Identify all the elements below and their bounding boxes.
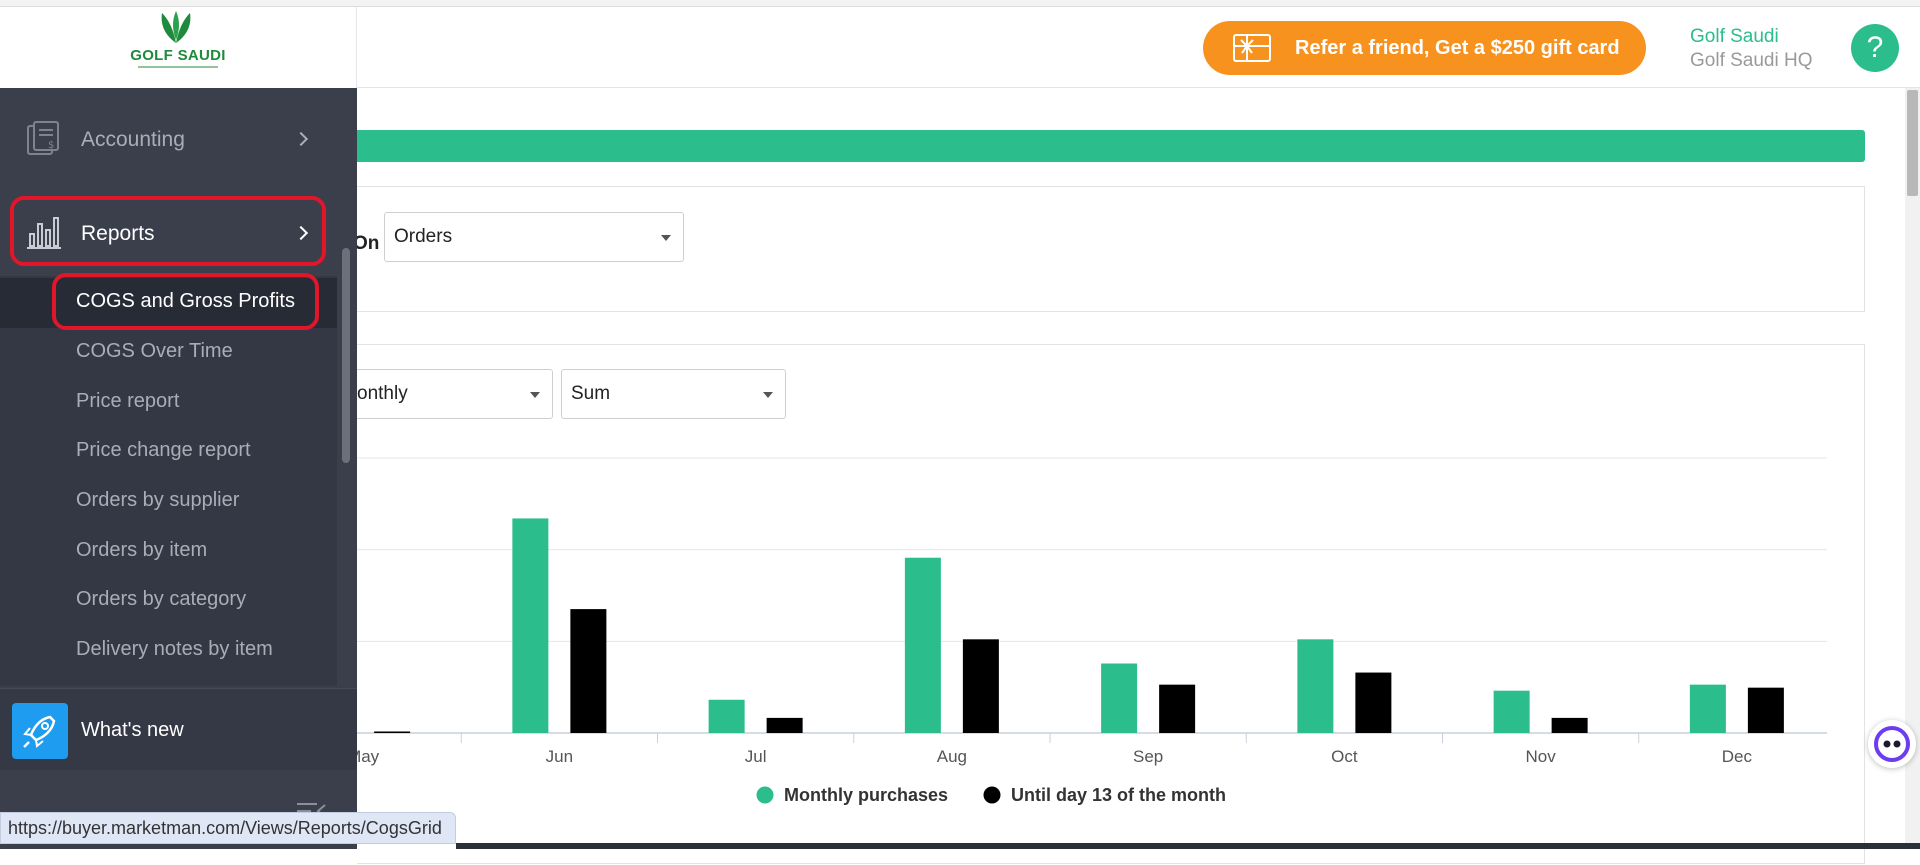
bar-until-day-13-of-the-month-may xyxy=(374,731,411,733)
legend-marker xyxy=(756,786,774,804)
bar-until-day-13-of-the-month-sep xyxy=(1159,684,1196,733)
submenu-item-orders-by-item[interactable]: Orders by item xyxy=(76,539,208,561)
status-url: https://buyer.marketman.com/Views/Report… xyxy=(0,812,456,844)
legend-entry: Monthly purchases xyxy=(784,785,948,805)
bar-until-day-13-of-the-month-jul xyxy=(766,717,803,733)
legend-marker xyxy=(983,786,1001,804)
submenu-item-cogs-over-time[interactable]: COGS Over Time xyxy=(76,340,233,362)
taskbar-edge xyxy=(456,843,1920,849)
gift-card-icon xyxy=(1233,34,1271,62)
x-tick-label: Oct xyxy=(1331,747,1358,766)
aggregation-select-value: Sum xyxy=(571,383,611,404)
submenu-item-price-report[interactable]: Price report xyxy=(76,390,180,412)
svg-text:$: $ xyxy=(48,140,54,151)
on-select-value: Orders xyxy=(394,226,453,247)
chart-panel: onthly Sum May Jun Jul Aug Sep Oct Nov Dec Month… xyxy=(349,344,1865,864)
help-button[interactable]: ? xyxy=(1851,24,1899,72)
chevron-right-icon xyxy=(293,131,309,147)
page-scrollbar-thumb[interactable] xyxy=(1907,90,1918,196)
period-select[interactable]: onthly xyxy=(349,369,553,419)
bar-monthly-purchases-jul xyxy=(708,699,745,733)
bar-chart-icon xyxy=(27,217,61,249)
submenu-item-delivery-notes-by-item[interactable]: Delivery notes by item xyxy=(76,638,273,660)
sidebar-item-label: Accounting xyxy=(81,128,185,151)
report-title-bar xyxy=(357,130,1865,162)
sidebar-item-reports[interactable]: Reports xyxy=(0,200,340,264)
legend-entry: Until day 13 of the month xyxy=(1011,785,1226,805)
reports-submenu xyxy=(0,276,337,686)
refer-label: Refer a friend, Get a $250 gift card xyxy=(1295,36,1620,59)
submenu-item-cogs-gross-profits[interactable]: COGS and Gross Profits xyxy=(76,290,295,312)
bar-until-day-13-of-the-month-nov xyxy=(1551,717,1588,733)
on-select[interactable]: Orders xyxy=(384,212,684,262)
bar-monthly-purchases-sep xyxy=(1101,663,1138,733)
bar-until-day-13-of-the-month-aug xyxy=(962,639,999,733)
logo[interactable]: GOLF SAUDI xyxy=(0,7,357,88)
whats-new-item[interactable]: What's new xyxy=(0,688,357,770)
chat-face-icon xyxy=(1874,726,1910,762)
app-header: GOLF SAUDI Refer a friend, Get a $250 gi… xyxy=(0,7,1920,88)
x-tick-label: May xyxy=(357,747,380,766)
x-tick-label: Nov xyxy=(1526,747,1557,766)
highlight-cogs-gross-profits xyxy=(52,273,319,330)
aggregation-select[interactable]: Sum xyxy=(561,369,786,419)
chevron-down-icon xyxy=(661,235,671,241)
bar-monthly-purchases-jun xyxy=(512,518,549,733)
x-tick-label: Jun xyxy=(546,747,573,766)
chevron-down-icon xyxy=(763,392,773,398)
browser-top-edge xyxy=(0,0,1920,7)
palm-leaf-icon xyxy=(161,11,191,43)
x-tick-label: Jul xyxy=(745,747,767,766)
x-tick-label: Aug xyxy=(937,747,967,766)
submenu-item-orders-by-category[interactable]: Orders by category xyxy=(76,588,247,610)
bar-chart: May Jun Jul Aug Sep Oct Nov Dec Monthly purchase… xyxy=(357,457,1827,805)
submenu-item-price-change-report[interactable]: Price change report xyxy=(76,439,251,461)
whats-new-label: What's new xyxy=(81,719,184,741)
bar-until-day-13-of-the-month-oct xyxy=(1355,672,1392,733)
sidebar-item-label: Reports xyxy=(81,222,155,245)
filter-panel: On Orders xyxy=(353,186,1865,312)
bar-until-day-13-of-the-month-dec xyxy=(1747,687,1784,733)
submenu-item-orders-by-supplier[interactable]: Orders by supplier xyxy=(76,489,240,511)
period-select-value: onthly xyxy=(357,383,408,404)
report-content: On Orders onthly Sum May Jun Jul Aug Sep Oct N… xyxy=(349,88,1905,864)
chevron-down-icon xyxy=(530,392,540,398)
bar-monthly-purchases-aug xyxy=(904,557,941,733)
sidebar: $ Accounting Reports COGS and Gross Prof… xyxy=(0,88,357,849)
user-name[interactable]: Golf Saudi xyxy=(1690,26,1779,47)
x-tick-label: Sep xyxy=(1133,747,1163,766)
logo-text: GOLF SAUDI xyxy=(130,47,226,64)
chat-widget-button[interactable] xyxy=(1868,720,1916,768)
bar-monthly-purchases-oct xyxy=(1297,639,1334,733)
page-scrollbar[interactable] xyxy=(1905,88,1920,849)
rocket-icon xyxy=(12,703,68,759)
sidebar-scrollbar[interactable] xyxy=(342,248,350,463)
on-label: On xyxy=(353,233,380,254)
bar-monthly-purchases-nov xyxy=(1493,690,1530,733)
x-tick-label: Dec xyxy=(1722,747,1753,766)
bar-until-day-13-of-the-month-jun xyxy=(570,609,607,733)
refer-friend-button[interactable]: Refer a friend, Get a $250 gift card xyxy=(1203,21,1646,75)
sidebar-item-accounting[interactable]: $ Accounting xyxy=(0,108,340,168)
highlight-reports xyxy=(10,196,326,266)
logo-arabic-mark xyxy=(138,66,218,68)
ledger-icon: $ xyxy=(27,121,59,155)
bar-monthly-purchases-dec xyxy=(1689,684,1726,733)
user-location[interactable]: Golf Saudi HQ xyxy=(1690,50,1813,71)
